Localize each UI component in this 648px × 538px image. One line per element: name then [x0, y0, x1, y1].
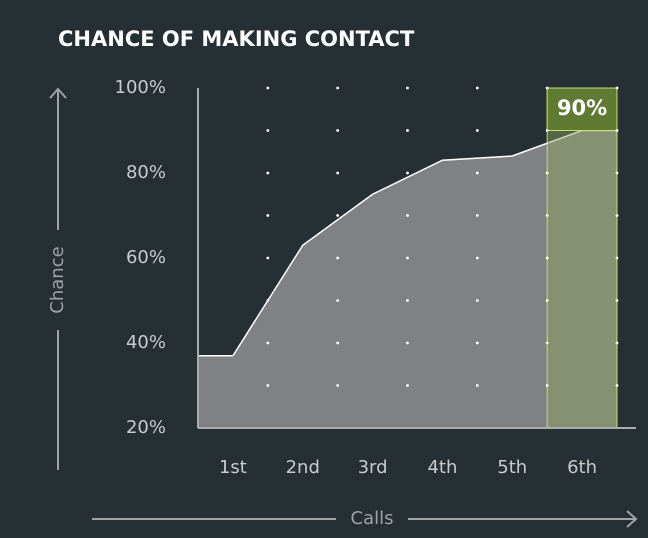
grid-dot	[545, 129, 549, 132]
y-tick-label: 100%	[115, 77, 166, 98]
y-arrow-head	[49, 87, 67, 99]
grid-dot	[406, 341, 409, 345]
grid-dot	[475, 129, 479, 132]
chart-title: CHANCE OF MAKING CONTACT	[58, 27, 415, 51]
grid-dot	[406, 256, 409, 260]
grid-dot	[545, 214, 549, 217]
grid-dot	[475, 299, 479, 302]
grid-dot	[545, 299, 549, 302]
line	[232, 129, 583, 357]
grid-dot	[475, 214, 479, 217]
grid-dot	[615, 299, 619, 302]
grid-dot	[406, 384, 409, 387]
grid-dot	[336, 341, 340, 345]
grid-dot	[615, 86, 619, 90]
grid-dot	[406, 129, 409, 132]
grid-dot	[336, 299, 340, 302]
value-label: 90%	[557, 96, 607, 120]
x-tick-label: 3rd	[358, 457, 388, 478]
grid-dot	[615, 256, 619, 260]
grid-dot	[336, 86, 340, 90]
grid-dot	[406, 86, 409, 90]
grid-dot	[406, 299, 409, 302]
grid-dot	[266, 256, 270, 260]
y-tick-label: 80%	[126, 162, 166, 183]
grid-dot	[475, 256, 479, 260]
grid-dot	[545, 256, 549, 260]
grid-dot	[475, 384, 479, 387]
grid-dot	[545, 384, 549, 387]
area	[198, 130, 617, 428]
y-tick-label: 20%	[126, 417, 166, 438]
grid-dot	[266, 86, 270, 90]
x-tick-label: 5th	[497, 457, 527, 478]
grid-dot	[336, 171, 340, 175]
x-axis-title: Calls	[351, 508, 394, 529]
x-tick-label: 4th	[427, 457, 457, 478]
x-tick-label: 6th	[567, 457, 597, 478]
grid-dot	[266, 129, 270, 132]
y-tick-label: 60%	[126, 247, 166, 268]
grid-dot	[406, 214, 409, 217]
grid-dot	[475, 341, 479, 345]
grid-dot	[475, 86, 479, 90]
x-axis-title-group: Calls	[92, 508, 638, 529]
grid-dot	[615, 384, 619, 387]
grid-dot	[545, 86, 549, 90]
x-tick-label: 1st	[219, 457, 247, 478]
grid-dot	[475, 171, 479, 175]
y-axis-title-group: Chance	[47, 87, 68, 470]
grid-dot	[615, 214, 619, 217]
grid-dot	[545, 171, 549, 175]
grid-dot	[336, 384, 340, 387]
grid-dot	[406, 171, 409, 175]
x-arrow-head	[626, 510, 638, 528]
grid-dot	[266, 171, 270, 175]
y-tick-label: 40%	[126, 332, 166, 353]
grid-dot	[336, 129, 340, 132]
x-tick-label: 2nd	[286, 457, 320, 478]
grid-dot	[266, 341, 270, 345]
grid-dot	[266, 384, 270, 387]
grid-dot	[266, 214, 270, 217]
y-axis-title: Chance	[47, 246, 68, 313]
grid-dot	[545, 341, 549, 345]
grid-dot	[615, 129, 619, 132]
grid-dot	[266, 299, 270, 302]
grid-dot	[615, 341, 619, 345]
highlight-band	[546, 87, 618, 429]
grid-dot	[336, 256, 340, 260]
highlight-label-box	[546, 87, 618, 131]
grid-dot	[336, 214, 340, 217]
grid-dot	[615, 171, 619, 175]
